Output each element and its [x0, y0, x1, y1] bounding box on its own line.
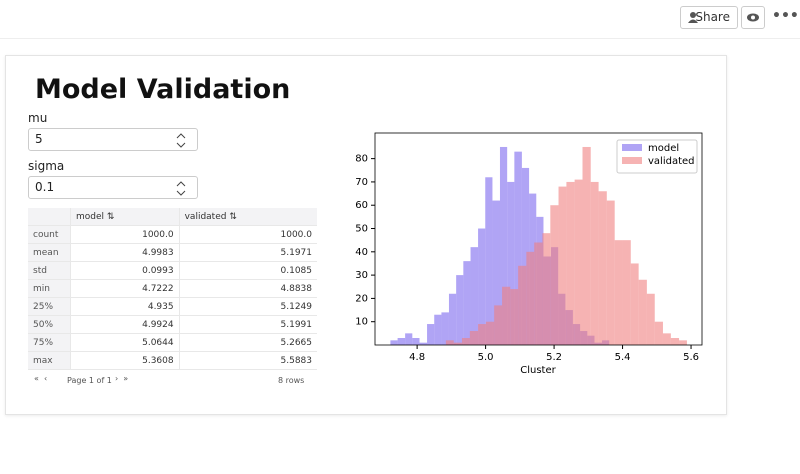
table-row: 25% 4.935 5.1249 [28, 297, 317, 316]
row-index: min [28, 279, 71, 298]
table-cell: 5.5883 [178, 351, 317, 370]
table-cell: 4.8838 [178, 279, 317, 298]
table-row: max 5.3608 5.5883 [28, 351, 317, 370]
pager-arrows[interactable]: › » [115, 374, 129, 383]
row-index: count [28, 225, 71, 244]
share-icon [688, 12, 698, 23]
table-cell: 5.1991 [178, 315, 317, 334]
table-cell: 4.9924 [70, 315, 180, 334]
pager-arrows[interactable]: « ‹ [34, 374, 48, 383]
table-cell: 5.0644 [70, 333, 180, 352]
preview-button[interactable] [741, 6, 765, 29]
row-index: 25% [28, 297, 71, 316]
table-cell: 1000.0 [178, 225, 317, 244]
column-name: model [76, 211, 105, 222]
table-row: count 1000.0 1000.0 [28, 225, 317, 244]
app-card [5, 55, 727, 415]
share-button[interactable]: Share [680, 6, 738, 29]
header-row: model ⇅ validated ⇅ [28, 208, 317, 226]
number-input[interactable]: 0.1 [28, 176, 198, 199]
eye-icon [747, 13, 759, 22]
table-row: 50% 4.9924 5.1991 [28, 315, 317, 334]
steppers [176, 133, 186, 196]
column-name: validated [184, 211, 227, 222]
row-index: std [28, 261, 71, 280]
table-cell: 4.935 [70, 297, 180, 316]
input-value: 0.1 [35, 180, 55, 194]
table-row: std 0.0993 0.1085 [28, 261, 317, 280]
page-indicator: Page 1 of 1 [67, 376, 112, 385]
column-header: model ⇅ [70, 208, 180, 226]
summary-table: model ⇅ validated ⇅ count 1000.0 1000.0 mean 4… [28, 208, 317, 370]
table-cell: 4.9983 [70, 243, 180, 262]
row-index: max [28, 351, 71, 370]
share-label: Share [695, 10, 730, 24]
row-count: 8 rows [278, 376, 305, 385]
column-header: validated ⇅ [178, 208, 317, 226]
table-cell: 5.1249 [178, 297, 317, 316]
table-cell: 0.0993 [70, 261, 180, 280]
table-row: min 4.7222 4.8838 [28, 279, 317, 298]
number-input[interactable]: 5 [28, 128, 198, 151]
row-index: 50% [28, 315, 71, 334]
input-label: mu [28, 111, 48, 125]
table-cell: 0.1085 [178, 261, 317, 280]
table-cell: 5.1971 [178, 243, 317, 262]
index-header [28, 208, 71, 226]
app-title: Model Validation [35, 74, 291, 105]
table-cell: 5.3608 [70, 351, 180, 370]
input-value: 5 [35, 132, 43, 146]
input-label: sigma [28, 159, 65, 173]
top-bar: Share ••• [0, 0, 800, 39]
table-row: mean 4.9983 5.1971 [28, 243, 317, 262]
row-index: 75% [28, 333, 71, 352]
table-cell: 4.7222 [70, 279, 180, 298]
table-row: 75% 5.0644 5.2665 [28, 333, 317, 352]
row-index: mean [28, 243, 71, 262]
table-cell: 1000.0 [70, 225, 180, 244]
more-menu[interactable]: ••• [772, 8, 799, 24]
table-cell: 5.2665 [178, 333, 317, 352]
